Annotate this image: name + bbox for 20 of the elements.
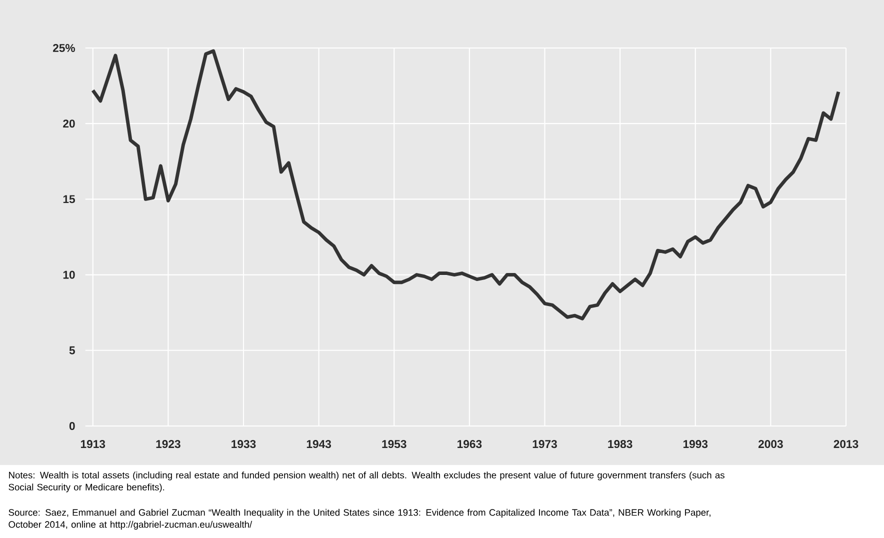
y-tick-label: 15: [63, 195, 75, 204]
y-tick-label: 20: [63, 120, 75, 128]
text: Notes: Wealth is total assets (including real estate and funded pension wealth) net of all debts. Wealth excludes the present value of future government transfers (such as Social Security or Medicare benefits).: [8, 472, 724, 492]
y-tick-label: 0: [69, 422, 75, 430]
x-tick-label: 2013: [834, 440, 858, 448]
x-tick-label: 1943: [306, 440, 332, 448]
line-series: [91, 49, 840, 320]
x-tick-label: 1923: [156, 440, 180, 448]
x-tick-label: 1953: [382, 440, 406, 448]
y-tick-label: 5: [69, 346, 75, 354]
x-tick-label: 1933: [232, 440, 256, 448]
x-tick-label: 2003: [758, 440, 783, 448]
y-tick-label: 25%: [53, 44, 76, 52]
y-tick-label: 10: [63, 270, 75, 279]
x-tick-label: 1973: [532, 440, 557, 448]
x-tick-label: 1913: [80, 440, 106, 448]
source-note: Source: Saez, Emmanuel and Gabriel Zucman “Wealth Inequality in the United States since 1913: Evidence from Capitalized Income Tax Data”, NBER Working Paper, October 2014, online at http://gabriel-zucman.eu/uswealth/: [8, 508, 710, 530]
x-tick-label: 1983: [608, 440, 632, 448]
x-tick-label: 1993: [683, 440, 708, 448]
x-tick-label: 1963: [458, 440, 482, 448]
